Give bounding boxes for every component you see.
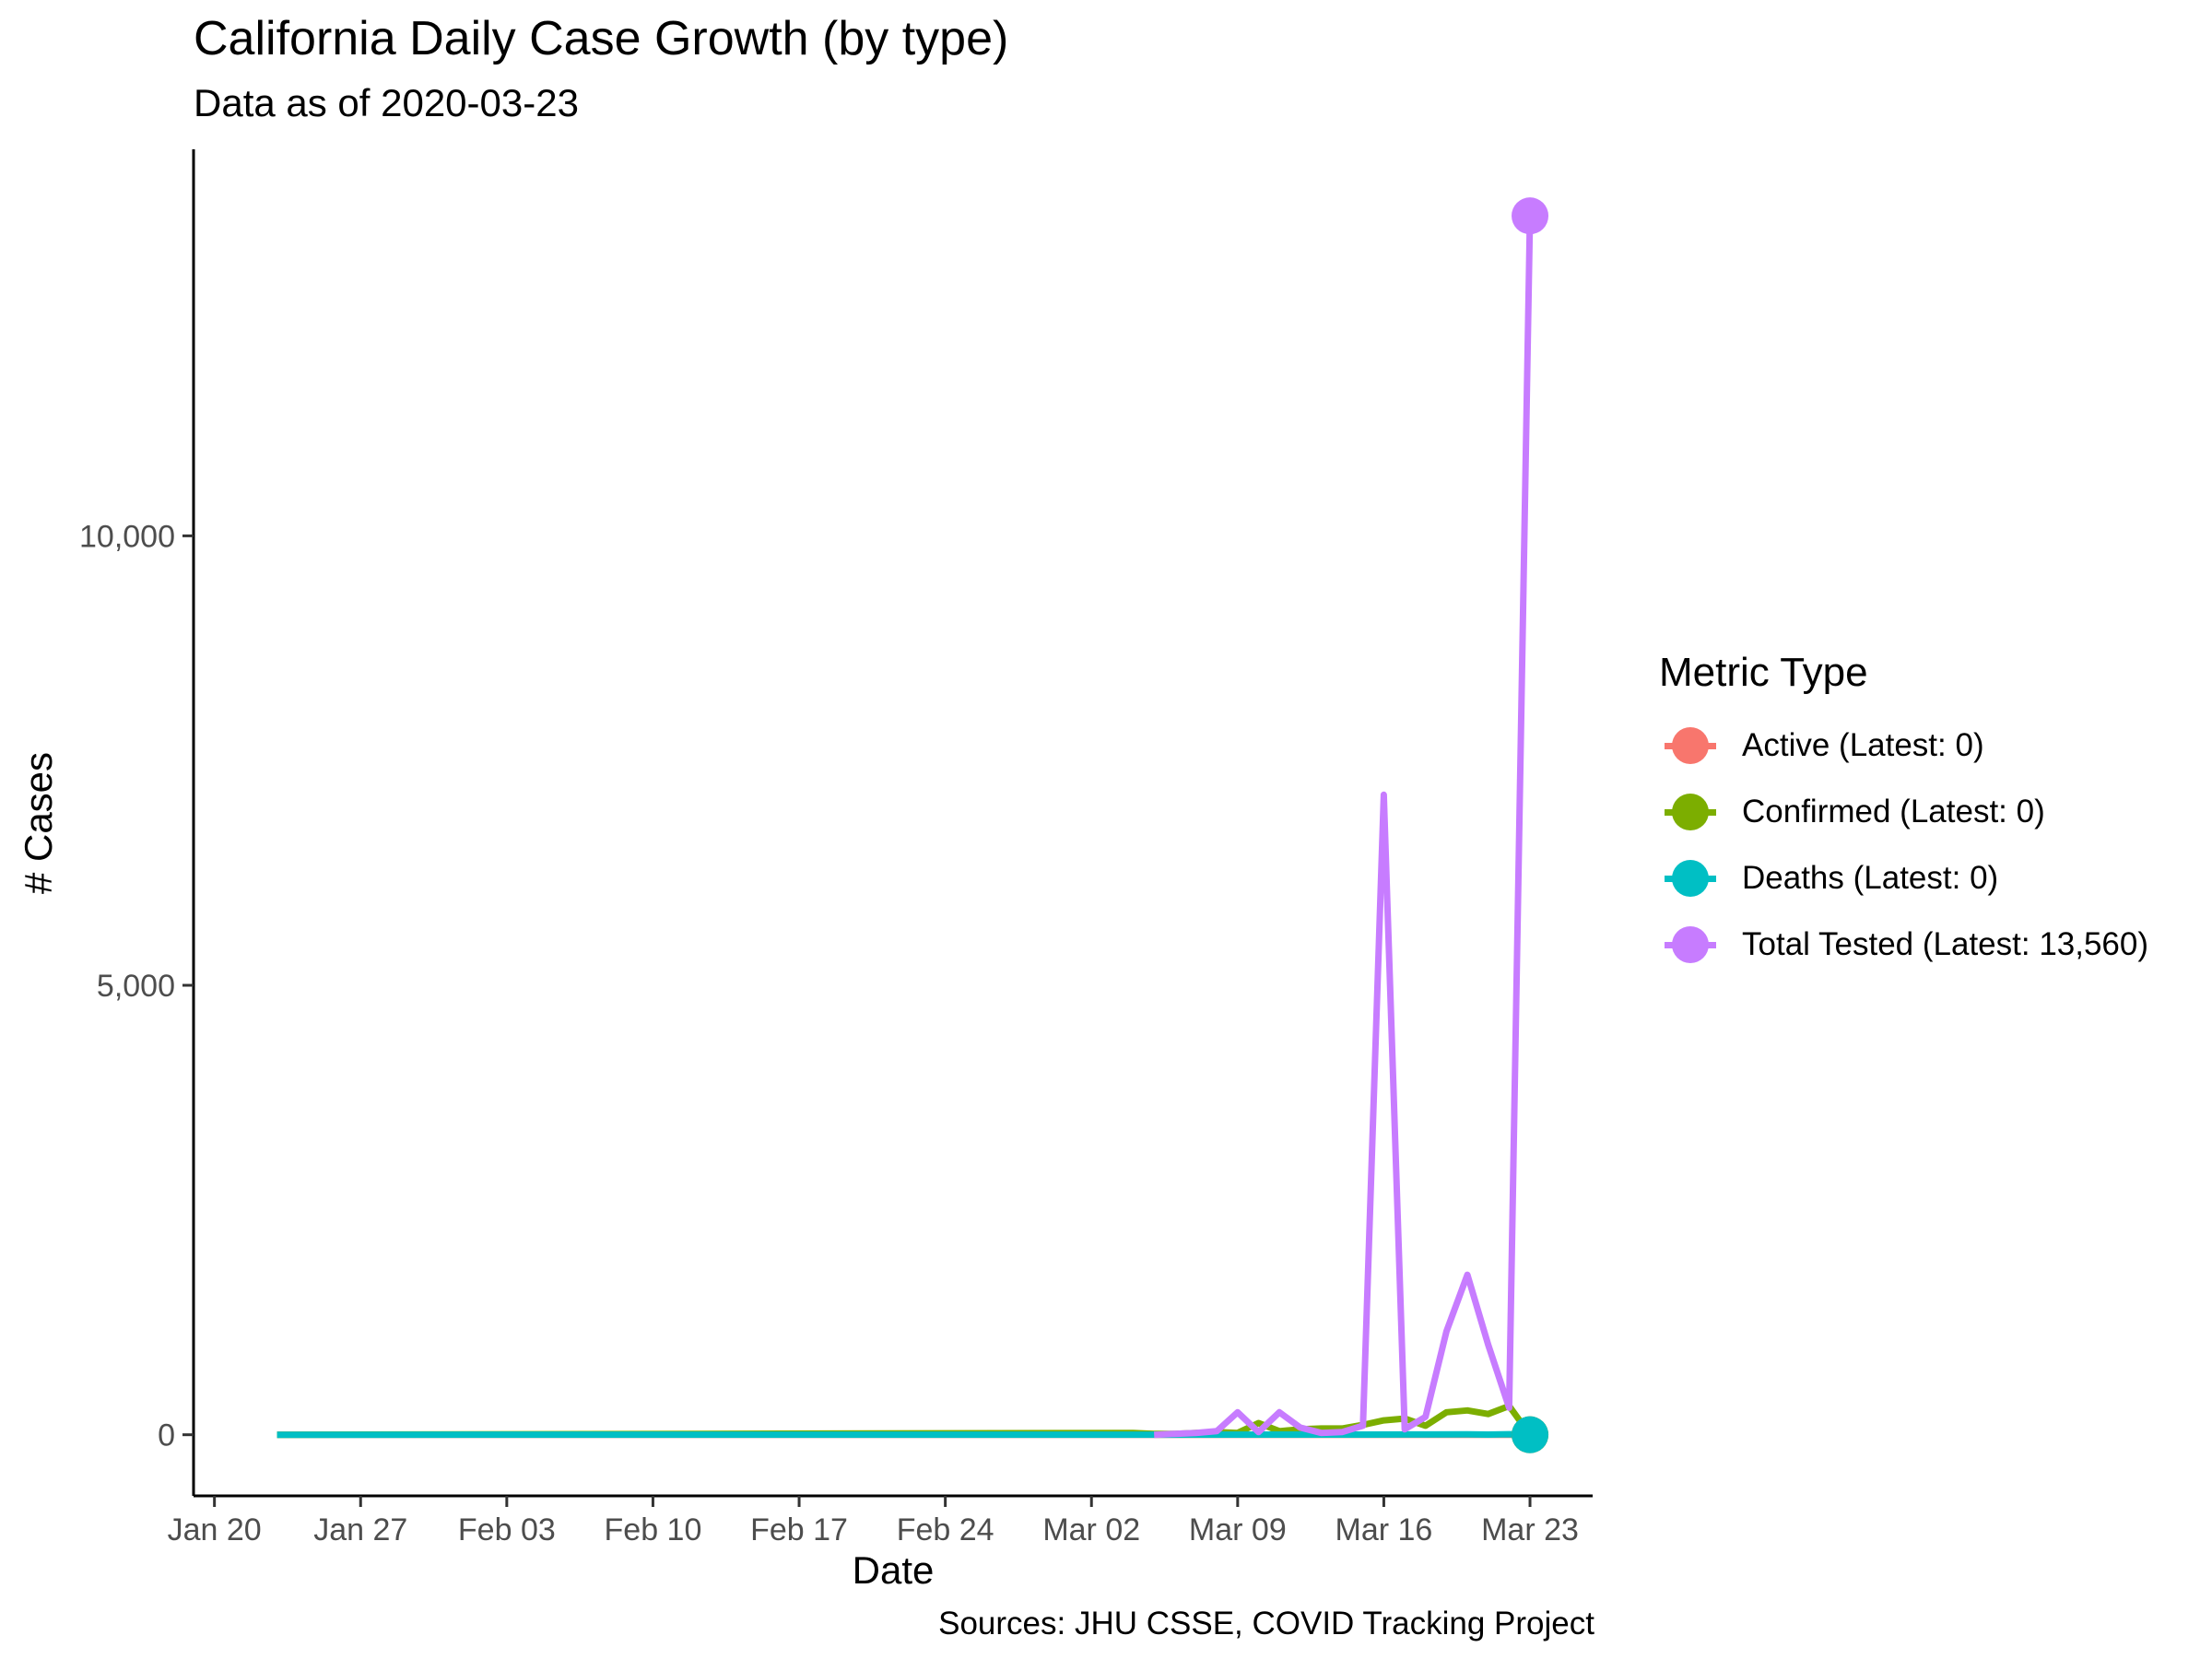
x-axis-title: Date [853, 1548, 935, 1592]
y-tick-label: 10,000 [79, 519, 175, 554]
legend-item: Deaths (Latest: 0) [1659, 845, 2148, 912]
legend-item: Active (Latest: 0) [1659, 712, 2148, 779]
legend-key-icon [1659, 845, 1722, 912]
chart-subtitle: Data as of 2020-03-23 [194, 81, 579, 124]
series-last-point [1512, 1416, 1549, 1453]
x-tick-label: Jan 27 [313, 1512, 407, 1547]
x-tick-label: Jan 20 [168, 1512, 262, 1547]
legend-label: Total Tested (Latest: 13,560) [1742, 926, 2149, 962]
x-ticks: Jan 20 Jan 27 Feb 03 Feb 10 Feb 17 Feb 24 Mar … [168, 1496, 1579, 1547]
series-line [1154, 216, 1534, 1439]
x-tick-label: Feb 24 [897, 1512, 994, 1547]
x-tick-label: Mar 09 [1189, 1512, 1287, 1547]
point-layer [1512, 197, 1549, 1453]
legend-key-icon [1659, 712, 1722, 779]
series-layer [276, 216, 1534, 1439]
x-tick-label: Feb 10 [605, 1512, 702, 1547]
x-tick-label: Mar 16 [1335, 1512, 1433, 1547]
y-axis-title: # Cases [17, 752, 60, 894]
legend-label: Active (Latest: 0) [1742, 727, 1984, 763]
legend-key-icon [1659, 912, 1722, 978]
y-ticks: 0 5,000 10,000 [79, 519, 194, 1453]
legend-item: Confirmed (Latest: 0) [1659, 779, 2148, 845]
legend-title: Metric Type [1659, 650, 1868, 695]
x-tick-label: Mar 02 [1042, 1512, 1140, 1547]
x-tick-label: Feb 03 [458, 1512, 556, 1547]
chart-title: California Daily Case Growth (by type) [194, 12, 1009, 65]
caption: Sources: JHU CSSE, COVID Tracking Projec… [938, 1606, 1594, 1641]
legend-items: Active (Latest: 0) Confirmed (Latest: 0) D… [1659, 712, 2148, 978]
x-tick-label: Mar 23 [1481, 1512, 1579, 1547]
legend-label: Deaths (Latest: 0) [1742, 860, 1999, 896]
legend-item: Total Tested (Latest: 13,560) [1659, 912, 2148, 978]
legend-label: Confirmed (Latest: 0) [1742, 794, 2045, 830]
y-tick-label: 5,000 [97, 969, 175, 1004]
legend-key-icon [1659, 779, 1722, 845]
x-tick-label: Feb 17 [750, 1512, 848, 1547]
legend: Metric Type Active (Latest: 0) Confirmed … [1659, 650, 2148, 978]
axes [192, 149, 1593, 1498]
series-last-point [1512, 197, 1549, 235]
y-tick-label: 0 [158, 1418, 175, 1453]
